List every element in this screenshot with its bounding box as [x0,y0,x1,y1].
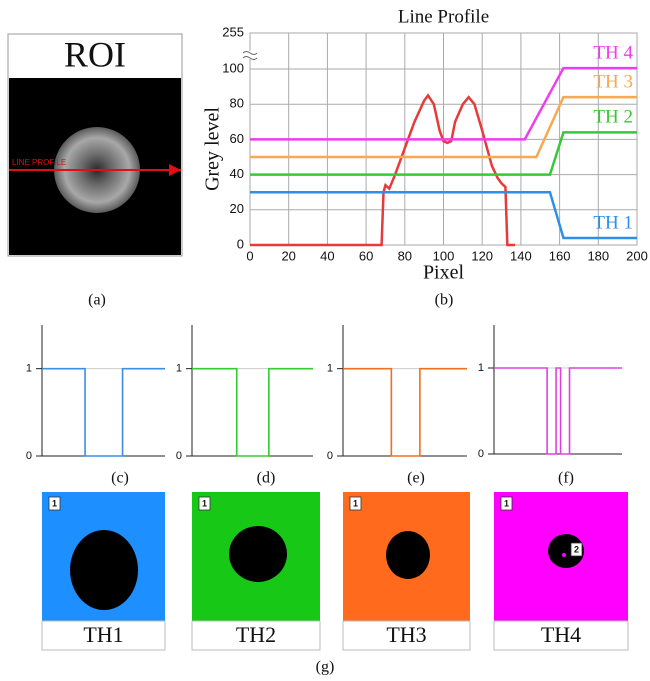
step-line [494,368,622,454]
y-tick-label: 1 [478,362,484,374]
caption: (f) [558,470,574,487]
x-tick-label: 120 [471,248,493,263]
x-tick-label: 200 [626,248,648,263]
caption: (e) [407,470,425,487]
caption: (g) [316,659,335,676]
x-tick-label: 60 [359,248,373,263]
x-axis-label: Pixel [423,262,465,284]
y-tick-label: 0 [327,450,333,462]
series-label: TH 2 [593,107,633,128]
inner-dot [562,553,566,557]
step-line [42,369,165,456]
image-caption: TH1 [83,622,123,647]
x-tick-label: 0 [246,248,253,263]
y-tick-label: 20 [230,201,244,216]
y-tick-label: 1 [26,363,32,375]
image-caption: TH3 [386,622,426,647]
y-tick-label: 0 [237,236,244,251]
series-label: TH 1 [593,212,633,233]
y-tick-label: 0 [478,448,484,460]
y-tick-label: 0 [176,450,182,462]
caption: (d) [257,470,276,487]
region-tag-label: 1 [202,498,207,508]
x-tick-label: 160 [549,248,571,263]
object-blob [386,531,430,579]
step-line [343,369,467,456]
y-tick-label: 80 [230,96,244,111]
region-tag-label: 1 [504,498,509,508]
x-tick-label: 40 [320,248,334,263]
y-tick-label: 1 [176,363,182,375]
region-tag-label: 1 [353,498,358,508]
y-tick-label: 100 [222,60,244,75]
region-tag-label: 1 [52,498,57,508]
x-tick-label: 20 [281,248,295,263]
chart-title: Line Profile [398,6,489,27]
caption: (a) [88,292,106,309]
object-blob [229,526,287,582]
figure: ROI LINE PROFILE (a) (b) (c) (d) (e) (f)… [0,0,650,681]
caption: (b) [435,292,454,309]
image-caption: TH4 [541,622,581,647]
series-label: TH 3 [593,72,633,93]
region-tag-label: 2 [574,544,579,554]
y-tick-label: 1 [327,363,333,375]
y-axis-label: Grey level [202,107,224,191]
y-tick-label: 0 [26,450,32,462]
roi-line-label: LINE PROFILE [12,158,66,167]
object-blob [70,530,138,610]
roi-title: ROI [64,34,126,74]
y-tick-label: 255 [222,24,244,39]
caption: (c) [111,470,129,487]
x-tick-label: 80 [398,248,412,263]
image-caption: TH2 [236,622,276,647]
y-tick-label: 60 [230,131,244,146]
x-tick-label: 140 [510,248,532,263]
y-tick-label: 40 [230,166,244,181]
x-tick-label: 180 [587,248,609,263]
series-line [250,95,515,245]
step-line [192,369,313,456]
series-label: TH 4 [593,42,633,63]
